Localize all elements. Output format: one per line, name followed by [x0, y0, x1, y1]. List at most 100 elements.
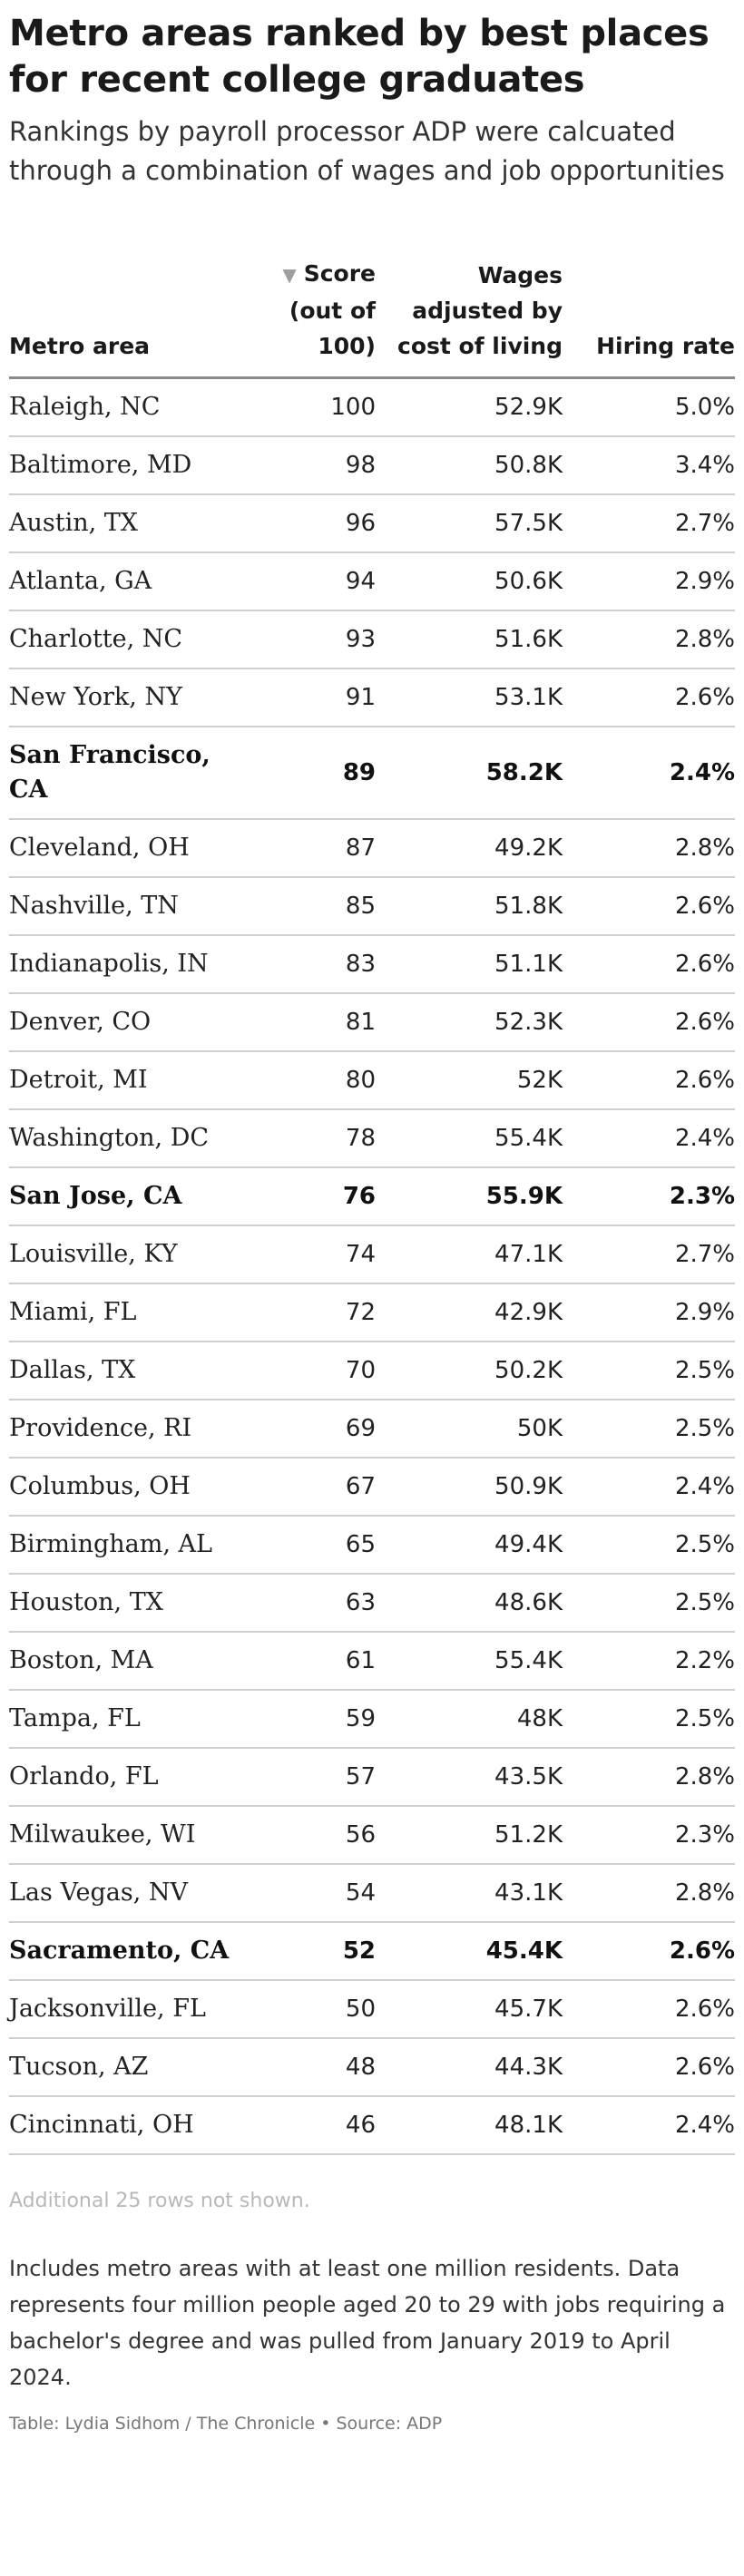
- cell-score: 87: [254, 819, 376, 878]
- cell-wages: 50.6K: [376, 552, 563, 611]
- table-row: Birmingham, AL 65 49.4K 2.5%: [9, 1516, 735, 1575]
- table-body: Raleigh, NC 100 52.9K 5.0% Baltimore, MD 98 50…: [9, 377, 735, 2155]
- table-row: Orlando, FL 57 43.5K 2.8%: [9, 1748, 735, 1807]
- table-row: Charlotte, NC 93 51.6K 2.8%: [9, 610, 735, 669]
- cell-score: 89: [254, 727, 376, 820]
- cell-metro: New York, NY: [9, 668, 254, 727]
- table-row: Cincinnati, OH 46 48.1K 2.4%: [9, 2096, 735, 2155]
- table-row: Columbus, OH 67 50.9K 2.4%: [9, 1458, 735, 1517]
- cell-wages: 47.1K: [376, 1225, 563, 1284]
- cell-hiring: 2.6%: [563, 1922, 735, 1981]
- rankings-table: Metro area ▼ Score (out of 100) Wages adj…: [9, 256, 735, 2155]
- cell-metro: Nashville, TN: [9, 877, 254, 936]
- cell-hiring: 5.0%: [563, 377, 735, 437]
- cell-hiring: 2.8%: [563, 610, 735, 669]
- cell-metro: Baltimore, MD: [9, 436, 254, 495]
- cell-score: 98: [254, 436, 376, 495]
- cell-hiring: 2.6%: [563, 668, 735, 727]
- table-row: Dallas, TX 70 50.2K 2.5%: [9, 1342, 735, 1400]
- cell-metro: Charlotte, NC: [9, 610, 254, 669]
- cell-hiring: 2.7%: [563, 494, 735, 553]
- cell-score: 57: [254, 1748, 376, 1807]
- table-row: Atlanta, GA 94 50.6K 2.9%: [9, 552, 735, 611]
- cell-wages: 50.8K: [376, 436, 563, 495]
- cell-score: 67: [254, 1458, 376, 1517]
- cell-metro: Sacramento, CA: [9, 1922, 254, 1981]
- cell-hiring: 2.4%: [563, 1458, 735, 1517]
- cell-hiring: 2.5%: [563, 1574, 735, 1633]
- cell-hiring: 2.8%: [563, 1864, 735, 1923]
- cell-score: 61: [254, 1632, 376, 1691]
- cell-metro: Orlando, FL: [9, 1748, 254, 1807]
- methodology-note: Includes metro areas with at least one m…: [9, 2256, 726, 2390]
- cell-metro: San Jose, CA: [9, 1167, 254, 1226]
- page-subtitle: Rankings by payroll processor ADP were c…: [9, 116, 725, 186]
- cell-metro: Dallas, TX: [9, 1342, 254, 1400]
- cell-score: 93: [254, 610, 376, 669]
- cell-wages: 58.2K: [376, 727, 563, 820]
- table-row: Houston, TX 63 48.6K 2.5%: [9, 1574, 735, 1633]
- cell-wages: 44.3K: [376, 2038, 563, 2097]
- cell-score: 65: [254, 1516, 376, 1575]
- cell-wages: 55.4K: [376, 1109, 563, 1168]
- table-row: Tampa, FL 59 48K 2.5%: [9, 1690, 735, 1749]
- cell-score: 72: [254, 1283, 376, 1342]
- cell-hiring: 2.2%: [563, 1632, 735, 1691]
- cell-score: 56: [254, 1806, 376, 1865]
- cell-score: 59: [254, 1690, 376, 1749]
- cell-score: 81: [254, 993, 376, 1052]
- cell-wages: 53.1K: [376, 668, 563, 727]
- cell-score: 96: [254, 494, 376, 553]
- cell-wages: 48.1K: [376, 2096, 563, 2155]
- cell-metro: Raleigh, NC: [9, 377, 254, 437]
- cell-wages: 49.2K: [376, 819, 563, 878]
- cell-metro: Austin, TX: [9, 494, 254, 553]
- table-row: Milwaukee, WI 56 51.2K 2.3%: [9, 1806, 735, 1865]
- cell-wages: 50K: [376, 1400, 563, 1459]
- cell-wages: 57.5K: [376, 494, 563, 553]
- cell-score: 94: [254, 552, 376, 611]
- cell-metro: Atlanta, GA: [9, 552, 254, 611]
- cell-wages: 48K: [376, 1690, 563, 1749]
- cell-wages: 51.6K: [376, 610, 563, 669]
- cell-hiring: 2.6%: [563, 877, 735, 936]
- cell-score: 70: [254, 1342, 376, 1400]
- cell-score: 91: [254, 668, 376, 727]
- column-header-hiring[interactable]: Hiring rate: [563, 256, 735, 379]
- cell-metro: Providence, RI: [9, 1400, 254, 1459]
- cell-wages: 51.2K: [376, 1806, 563, 1865]
- table-row: Tucson, AZ 48 44.3K 2.6%: [9, 2038, 735, 2097]
- cell-wages: 43.5K: [376, 1748, 563, 1807]
- cell-hiring: 2.9%: [563, 1283, 735, 1342]
- cell-score: 52: [254, 1922, 376, 1981]
- cell-hiring: 2.4%: [563, 2096, 735, 2155]
- cell-wages: 50.2K: [376, 1342, 563, 1400]
- cell-hiring: 2.8%: [563, 819, 735, 878]
- cell-wages: 51.1K: [376, 935, 563, 994]
- cell-wages: 55.4K: [376, 1632, 563, 1691]
- cell-metro: Tampa, FL: [9, 1690, 254, 1749]
- column-header-wages[interactable]: Wages adjusted by cost of living: [376, 256, 563, 379]
- column-header-metro[interactable]: Metro area: [9, 256, 254, 379]
- cell-wages: 52.9K: [376, 377, 563, 437]
- cell-score: 63: [254, 1574, 376, 1633]
- cell-score: 74: [254, 1225, 376, 1284]
- cell-metro: Cleveland, OH: [9, 819, 254, 878]
- cell-wages: 55.9K: [376, 1167, 563, 1226]
- cell-metro: Miami, FL: [9, 1283, 254, 1342]
- cell-wages: 45.4K: [376, 1922, 563, 1981]
- page-title: Metro areas ranked by best places for re…: [9, 13, 710, 101]
- cell-score: 80: [254, 1051, 376, 1110]
- cell-wages: 45.7K: [376, 1980, 563, 2039]
- column-header-score[interactable]: ▼ Score (out of 100): [254, 256, 376, 379]
- cell-hiring: 2.6%: [563, 2038, 735, 2097]
- table-row: Louisville, KY 74 47.1K 2.7%: [9, 1225, 735, 1284]
- cell-metro: Jacksonville, FL: [9, 1980, 254, 2039]
- cell-metro: Washington, DC: [9, 1109, 254, 1168]
- table-row: Raleigh, NC 100 52.9K 5.0%: [9, 377, 735, 437]
- table-header-row: Metro area ▼ Score (out of 100) Wages adj…: [9, 256, 735, 379]
- table-row: Denver, CO 81 52.3K 2.6%: [9, 993, 735, 1052]
- table-row: Baltimore, MD 98 50.8K 3.4%: [9, 436, 735, 495]
- cell-wages: 49.4K: [376, 1516, 563, 1575]
- table-row: Miami, FL 72 42.9K 2.9%: [9, 1283, 735, 1342]
